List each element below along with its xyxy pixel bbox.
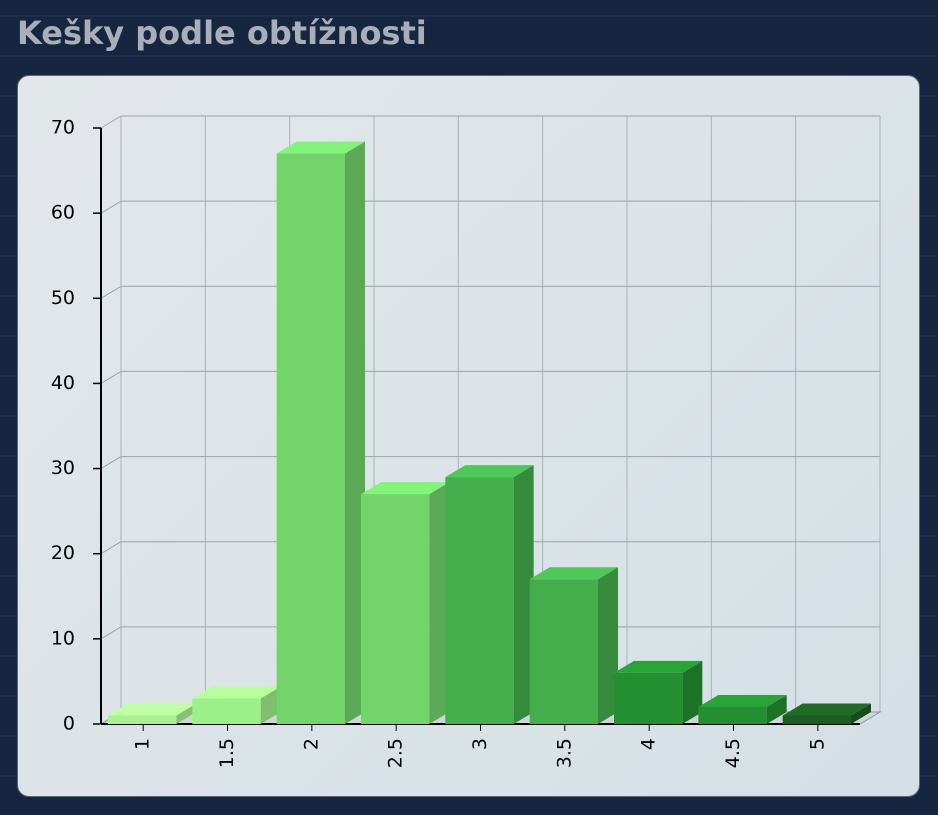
- bar-side: [598, 567, 618, 724]
- y-tick-label: 40: [51, 372, 75, 394]
- bar: [361, 494, 430, 724]
- grid-line: [100, 626, 122, 640]
- bar-top: [276, 141, 365, 154]
- bar-top: [108, 703, 197, 716]
- bar-top: [445, 465, 534, 478]
- x-tick-label: 3: [469, 738, 491, 750]
- x-tick-label: 2.5: [385, 738, 407, 768]
- grid-line: [100, 541, 122, 555]
- x-tick-label: 5: [806, 738, 828, 750]
- bar: [614, 672, 683, 724]
- y-tick-label: 70: [51, 117, 75, 139]
- y-tick-label: 50: [51, 287, 75, 309]
- bar: [276, 153, 345, 725]
- grid-line: [100, 285, 122, 299]
- y-tick-label: 60: [51, 202, 75, 224]
- bar: [445, 477, 514, 724]
- bar: [782, 715, 851, 724]
- bar-top: [698, 694, 787, 707]
- bar-side: [766, 694, 787, 724]
- bar-top: [614, 660, 703, 673]
- x-tick-label: 1.5: [216, 738, 238, 768]
- bar: [192, 698, 261, 724]
- grid-line: [100, 115, 122, 129]
- bar-top: [361, 482, 450, 495]
- y-tick-label: 20: [51, 542, 75, 564]
- bar-side: [260, 686, 281, 724]
- bar-side: [345, 141, 365, 725]
- y-tick-label: 30: [51, 457, 75, 479]
- x-tick-label: 1: [132, 738, 154, 750]
- bar-top: [192, 686, 281, 699]
- grid-line: [100, 200, 122, 214]
- bar: [529, 579, 598, 724]
- x-tick-label: 3.5: [553, 738, 575, 768]
- grid-line: [100, 370, 122, 384]
- chart-title: Kešky podle obtížnosti: [17, 14, 427, 52]
- bar-side: [851, 703, 871, 724]
- x-tick-label: 2: [300, 738, 322, 750]
- bar-side: [176, 703, 197, 724]
- bar-side: [513, 465, 534, 724]
- bar: [698, 706, 767, 724]
- y-tick-label: 0: [63, 713, 75, 735]
- bar-side: [429, 482, 450, 724]
- bar-top: [782, 703, 871, 716]
- y-tick-label: 10: [51, 627, 75, 649]
- bar-top: [529, 567, 618, 580]
- x-tick-label: 4.5: [722, 738, 744, 768]
- x-tick-label: 4: [638, 738, 660, 750]
- bar: [108, 715, 177, 724]
- bar-side: [682, 660, 703, 724]
- grid-line: [100, 456, 122, 470]
